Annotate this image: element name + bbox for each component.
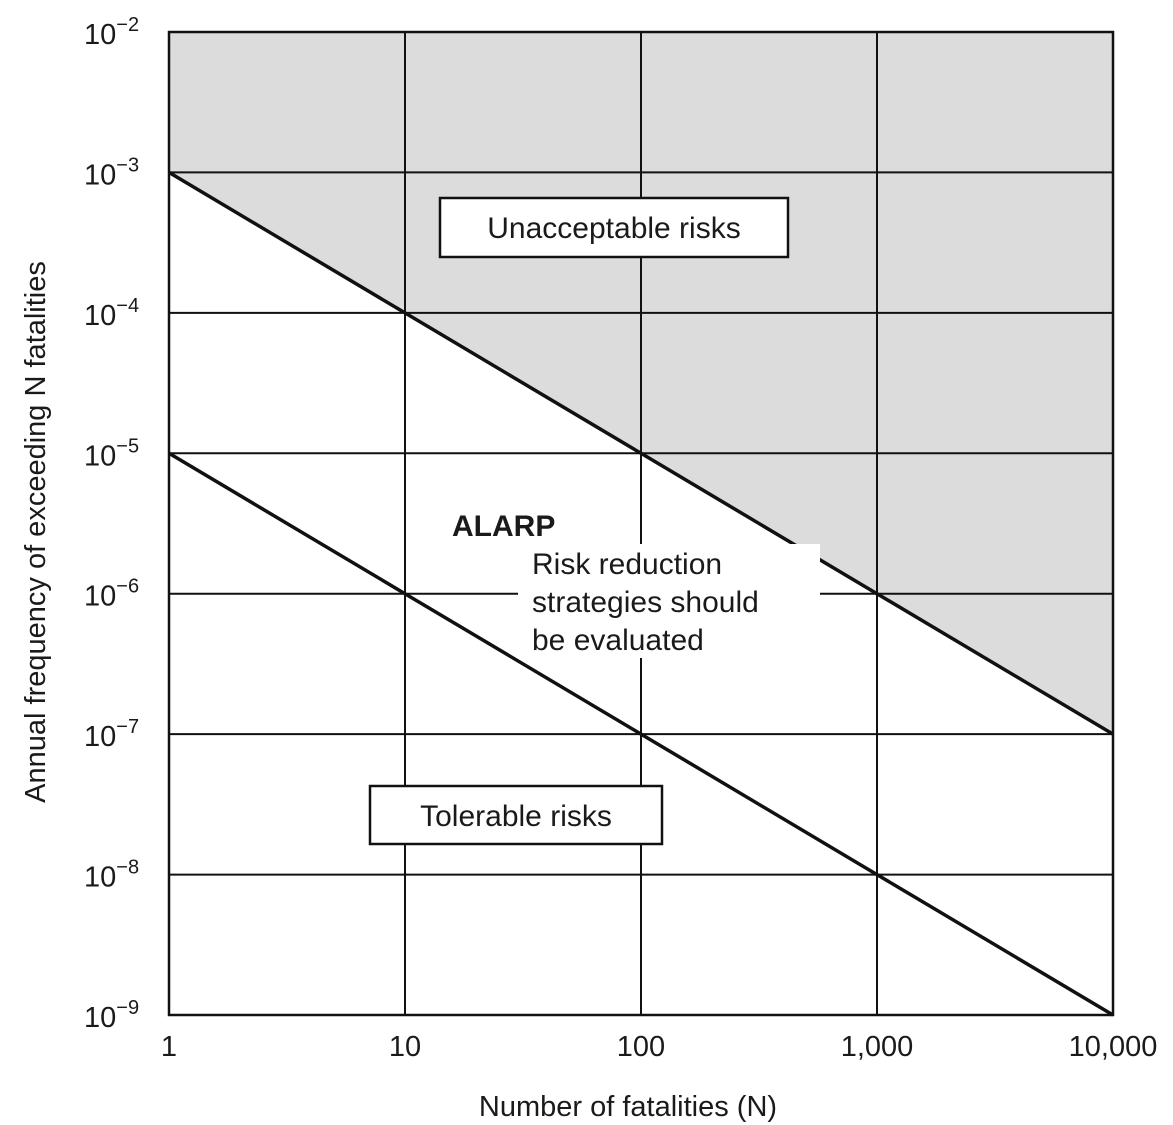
lower-boundary-line <box>168 451 1114 1017</box>
tolerable-label-box <box>368 784 664 846</box>
alarp-line-1: Risk reduction <box>532 548 722 581</box>
alarp-text-background <box>518 544 820 658</box>
y-tick-label: 10−5 <box>84 435 139 472</box>
x-tick-label: 1 <box>161 1031 177 1063</box>
x-tick-labels: 1 10 100 1,000 10,000 <box>161 1031 1157 1063</box>
alarp-line-3: be evaluated <box>532 624 704 657</box>
y-tick-label: 10−7 <box>84 716 139 753</box>
y-tick-label: 10−8 <box>84 857 139 894</box>
plot-frame-layer <box>167 30 1115 1017</box>
y-axis-title: Annual frequency of exceeding N fataliti… <box>20 261 52 803</box>
x-tick-label: 1,000 <box>841 1031 914 1063</box>
x-tick-label: 10 <box>389 1031 421 1063</box>
y-tick-label: 10−3 <box>84 154 139 191</box>
y-tick-label: 10−4 <box>84 295 139 332</box>
series-layer <box>168 170 1114 1017</box>
y-tick-label: 10−9 <box>84 997 139 1034</box>
x-tick-label: 100 <box>617 1031 665 1063</box>
unacceptable-label-box <box>438 196 790 259</box>
alarp-title: ALARP <box>452 510 555 543</box>
upper-boundary-line <box>168 170 1114 736</box>
tolerable-label: Tolerable risks <box>420 800 612 833</box>
grid-layer <box>169 32 1113 1015</box>
y-tick-label: 10−6 <box>84 576 139 613</box>
y-tick-labels: 10−9 10−8 10−7 10−6 10−5 10−4 10−3 10−2 <box>84 14 139 1034</box>
y-tick-label: 10−2 <box>84 14 139 51</box>
alarp-line-2: strategies should <box>532 586 759 619</box>
plot-frame <box>167 30 1115 1017</box>
x-tick-label: 10,000 <box>1069 1031 1158 1063</box>
annotation-layer: Unacceptable risks ALARP Risk reduction … <box>368 196 820 846</box>
x-axis-title: Number of fatalities (N) <box>479 1091 777 1123</box>
unacceptable-label: Unacceptable risks <box>487 212 740 245</box>
